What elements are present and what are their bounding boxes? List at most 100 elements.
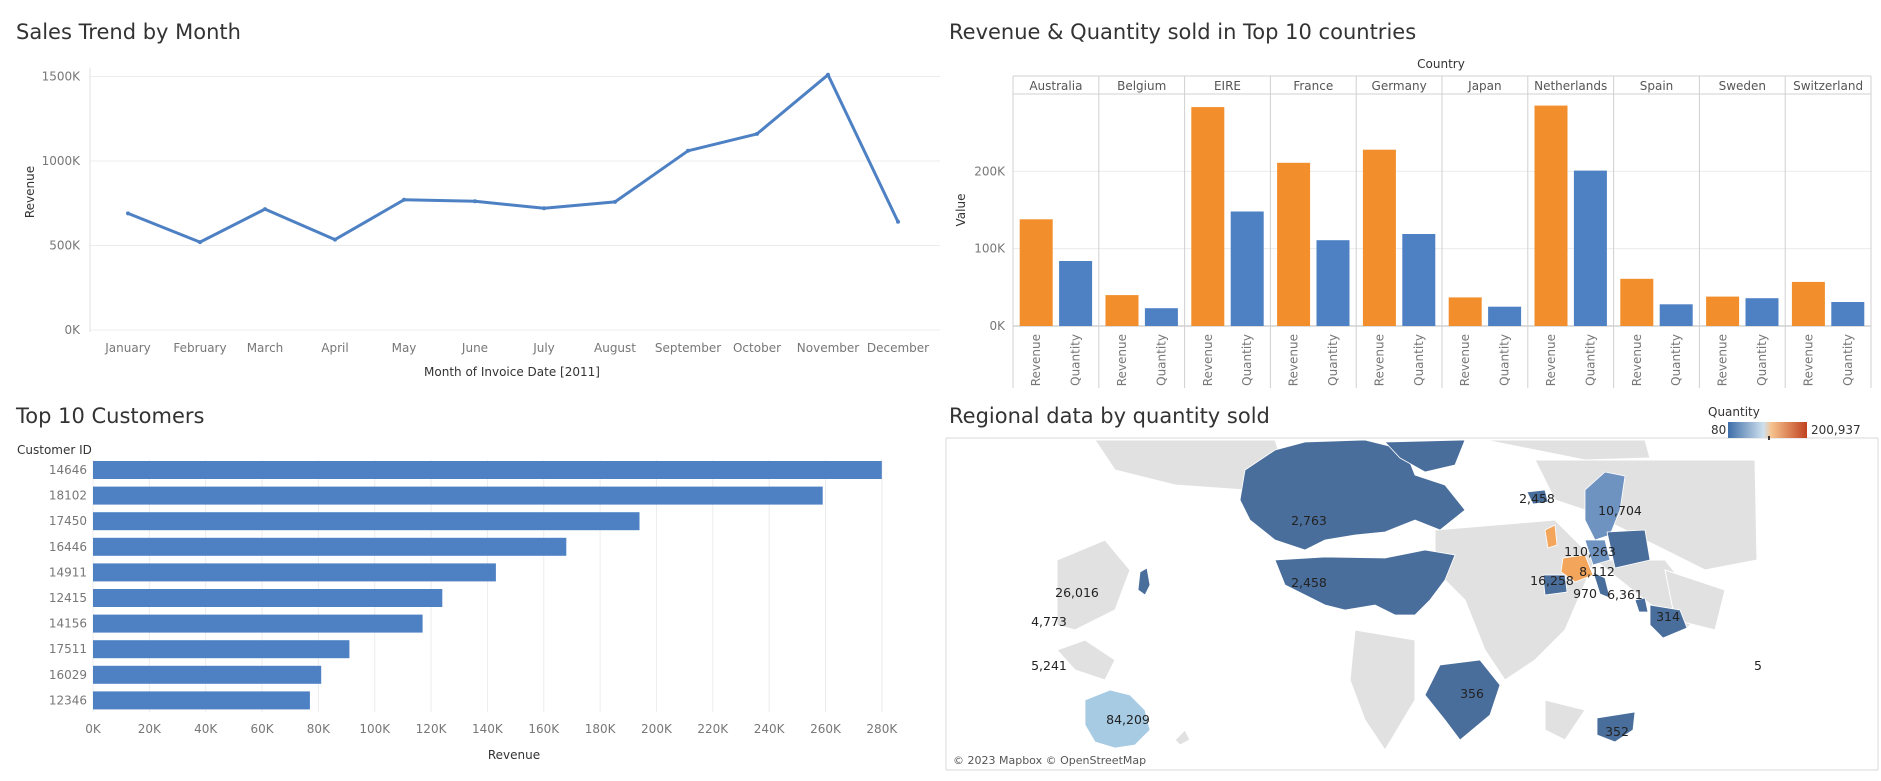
italy-region[interactable] (1592, 571, 1611, 599)
customer-bar[interactable] (93, 665, 322, 684)
region-map[interactable]: 2,763 2,458 26,016 4,773 5,241 84,209 356 2,458… (945, 400, 1881, 781)
brazil-region[interactable] (1424, 659, 1501, 741)
bar-quantity[interactable] (1144, 308, 1178, 326)
germany-region[interactable] (1584, 539, 1611, 566)
x-tick-label: 140K (472, 722, 504, 736)
customer-bar[interactable] (93, 512, 640, 531)
y-tick-label: 0K (989, 319, 1006, 333)
customer-bar[interactable] (93, 691, 310, 710)
line-point[interactable] (686, 148, 690, 153)
bar-quantity[interactable] (1316, 240, 1350, 326)
x-tick-label: 0K (85, 722, 102, 736)
greenland-region[interactable] (1384, 439, 1466, 473)
bar-quantity[interactable] (1230, 211, 1264, 327)
revenue-line[interactable] (127, 73, 900, 244)
x-tick-label: September (655, 341, 721, 355)
customer-bar[interactable] (93, 486, 823, 505)
iberia-region[interactable] (1542, 574, 1568, 596)
customers-bar-chart[interactable]: 0K 20K 40K 60K 80K 100K 120K 140K 160K 180K 200K 22… (0, 438, 945, 781)
customer-bar[interactable] (93, 461, 882, 479)
bar-revenue[interactable] (1362, 149, 1396, 326)
x-tick-label: 20K (138, 722, 162, 736)
canada-region[interactable] (1239, 439, 1466, 551)
bar-quantity[interactable] (1745, 298, 1779, 326)
measure-label: Revenue (1201, 334, 1215, 386)
measure-label: Revenue (1544, 334, 1558, 386)
bar-revenue[interactable] (1620, 278, 1654, 326)
israel-region[interactable] (1634, 597, 1649, 613)
bar-revenue[interactable] (1791, 281, 1825, 326)
scandinavia-region[interactable] (1584, 471, 1626, 541)
line-point[interactable] (473, 199, 477, 204)
line-point[interactable] (333, 237, 337, 242)
x-tick-label: 100K (359, 722, 391, 736)
land-area (1484, 439, 1651, 461)
bar-revenue[interactable] (1706, 296, 1740, 326)
measure-label: Quantity (1240, 334, 1254, 386)
bar-quantity[interactable] (1059, 261, 1093, 326)
y-tick-label: 1500K (42, 69, 82, 83)
bar-revenue[interactable] (1277, 162, 1311, 326)
map-value-label: 5,241 (1031, 658, 1067, 673)
customer-bar[interactable] (93, 563, 496, 582)
australia-region[interactable] (1084, 689, 1151, 749)
map-value-label: 6,361 (1607, 587, 1643, 602)
bar-quantity[interactable] (1573, 170, 1607, 326)
line-point[interactable] (198, 240, 202, 245)
customer-bar[interactable] (93, 589, 443, 607)
bar-quantity[interactable] (1831, 302, 1865, 326)
map-attribution: © 2023 Mapbox © OpenStreetMap (953, 754, 1146, 767)
x-tick-label: 60K (250, 722, 274, 736)
france-region[interactable] (1560, 554, 1594, 583)
country-header: Netherlands (1534, 79, 1607, 93)
customer-bar[interactable] (93, 640, 350, 659)
measure-label: Revenue (1630, 334, 1644, 386)
map-value-label: 2,763 (1291, 513, 1327, 528)
bar-revenue[interactable] (1019, 219, 1053, 326)
line-point[interactable] (126, 211, 130, 216)
map-value-label: 2,458 (1291, 575, 1327, 590)
line-point[interactable] (263, 207, 267, 212)
country-bar-chart[interactable]: Country 0K 100K 200K Value Australia Revenue Qu… (945, 50, 1881, 390)
bar-quantity[interactable] (1488, 306, 1522, 326)
uk-region[interactable] (1544, 524, 1558, 549)
legend-min: 80 (1711, 423, 1726, 437)
y-tick-label: 200K (974, 164, 1006, 178)
top-customers-title: Top 10 Customers (16, 404, 205, 428)
land-area (1056, 539, 1131, 631)
column-header: Country (1417, 57, 1465, 71)
bar-revenue[interactable] (1448, 297, 1482, 326)
line-point[interactable] (613, 199, 617, 204)
country-header: Switzerland (1793, 79, 1863, 93)
measure-label: Revenue (1287, 334, 1301, 386)
map-value-label: 2,458 (1519, 491, 1555, 506)
iceland-region[interactable] (1526, 489, 1549, 505)
x-tick-label: 160K (528, 722, 560, 736)
regional-title: Regional data by quantity sold (949, 404, 1270, 428)
sales-trend-chart[interactable]: 0K 500K 1000K 1500K January February March Apri… (0, 50, 945, 390)
usa-region[interactable] (1274, 549, 1456, 616)
customer-bar[interactable] (93, 614, 423, 633)
bar-revenue[interactable] (1534, 105, 1568, 326)
south-africa-region[interactable] (1596, 711, 1636, 743)
country-header: Sweden (1719, 79, 1766, 93)
country-header: EIRE (1214, 79, 1241, 93)
bar-quantity[interactable] (1402, 234, 1436, 326)
customer-id-label: 16029 (49, 668, 87, 682)
line-point[interactable] (826, 72, 830, 77)
bar-quantity[interactable] (1659, 304, 1693, 326)
saudi-region[interactable] (1649, 604, 1688, 639)
line-point[interactable] (755, 131, 759, 136)
map-value-label: 8,112 (1579, 564, 1615, 579)
x-tick-label: October (733, 341, 781, 355)
customer-bar[interactable] (93, 537, 567, 556)
line-point[interactable] (402, 197, 406, 202)
japan-region[interactable] (1137, 567, 1151, 596)
line-point[interactable] (896, 219, 900, 224)
line-point[interactable] (542, 206, 546, 211)
legend-title: Quantity (1708, 405, 1760, 419)
bar-revenue[interactable] (1105, 295, 1139, 326)
customer-id-label: 14156 (49, 617, 87, 631)
europe-east-region[interactable] (1606, 529, 1651, 569)
bar-revenue[interactable] (1191, 107, 1225, 326)
